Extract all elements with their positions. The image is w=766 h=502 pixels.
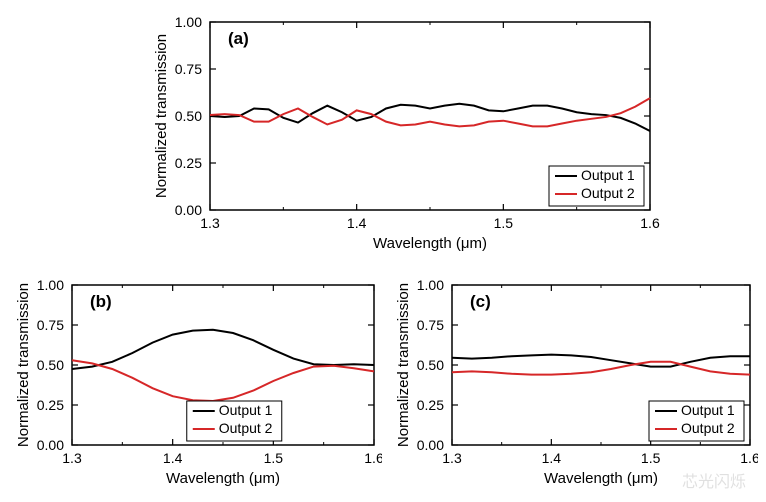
svg-text:1.5: 1.5 — [494, 215, 514, 231]
legend-label: Output 1 — [219, 402, 273, 418]
svg-text:1.6: 1.6 — [640, 215, 660, 231]
svg-text:0.00: 0.00 — [417, 437, 444, 453]
y-axis-title: Normalized transmission — [395, 283, 412, 447]
panel-label: (b) — [90, 292, 112, 311]
svg-text:0.75: 0.75 — [37, 317, 64, 333]
svg-text:1.6: 1.6 — [740, 450, 758, 466]
svg-text:1.3: 1.3 — [442, 450, 462, 466]
svg-text:0.75: 0.75 — [175, 61, 202, 77]
panel-label: (a) — [228, 29, 249, 48]
svg-text:0.50: 0.50 — [37, 357, 64, 373]
svg-text:1.00: 1.00 — [37, 277, 64, 293]
x-axis-title: Wavelength (μm) — [166, 470, 280, 487]
legend-label: Output 2 — [681, 420, 735, 436]
svg-text:1.4: 1.4 — [347, 215, 367, 231]
series-output-2 — [72, 360, 374, 401]
legend-label: Output 1 — [681, 402, 735, 418]
series-output-1 — [72, 330, 374, 369]
x-axis-title: Wavelength (μm) — [373, 235, 487, 252]
svg-text:0.25: 0.25 — [37, 397, 64, 413]
svg-text:1.00: 1.00 — [175, 14, 202, 30]
svg-text:1.3: 1.3 — [200, 215, 220, 231]
svg-text:0.50: 0.50 — [175, 108, 202, 124]
series-output-1 — [452, 355, 750, 367]
svg-text:0.50: 0.50 — [417, 357, 444, 373]
panel-label: (c) — [470, 292, 491, 311]
legend-label: Output 1 — [581, 167, 635, 183]
svg-text:1.5: 1.5 — [641, 450, 661, 466]
chart-panel-c: 1.3 1.4 1.5 1.6 0.00 0.25 0.50 0.75 1.00 (c) Wavel… — [392, 275, 758, 493]
x-axis-title: Wavelength (μm) — [544, 470, 658, 487]
y-axis-title: Normalized transmission — [15, 283, 32, 447]
svg-text:0.25: 0.25 — [417, 397, 444, 413]
series-output-2 — [452, 362, 750, 375]
svg-text:1.00: 1.00 — [417, 277, 444, 293]
legend-label: Output 2 — [219, 420, 273, 436]
svg-text:0.00: 0.00 — [37, 437, 64, 453]
svg-text:1.6: 1.6 — [364, 450, 382, 466]
chart-panel-b: 1.3 1.4 1.5 1.6 0.00 0.25 0.50 0.75 1.00 (b) Wavel… — [12, 275, 382, 493]
svg-text:1.5: 1.5 — [264, 450, 284, 466]
svg-text:0.00: 0.00 — [175, 202, 202, 218]
y-axis-title: Normalized transmission — [153, 34, 170, 198]
legend-label: Output 2 — [581, 185, 635, 201]
svg-text:0.75: 0.75 — [417, 317, 444, 333]
svg-text:1.4: 1.4 — [542, 450, 562, 466]
svg-text:1.4: 1.4 — [163, 450, 183, 466]
svg-text:0.25: 0.25 — [175, 155, 202, 171]
svg-text:1.3: 1.3 — [62, 450, 82, 466]
chart-panel-a: 1.3 1.4 1.5 1.6 0.00 0.25 0.50 0.75 1.00 (a) Wavel… — [140, 10, 660, 260]
